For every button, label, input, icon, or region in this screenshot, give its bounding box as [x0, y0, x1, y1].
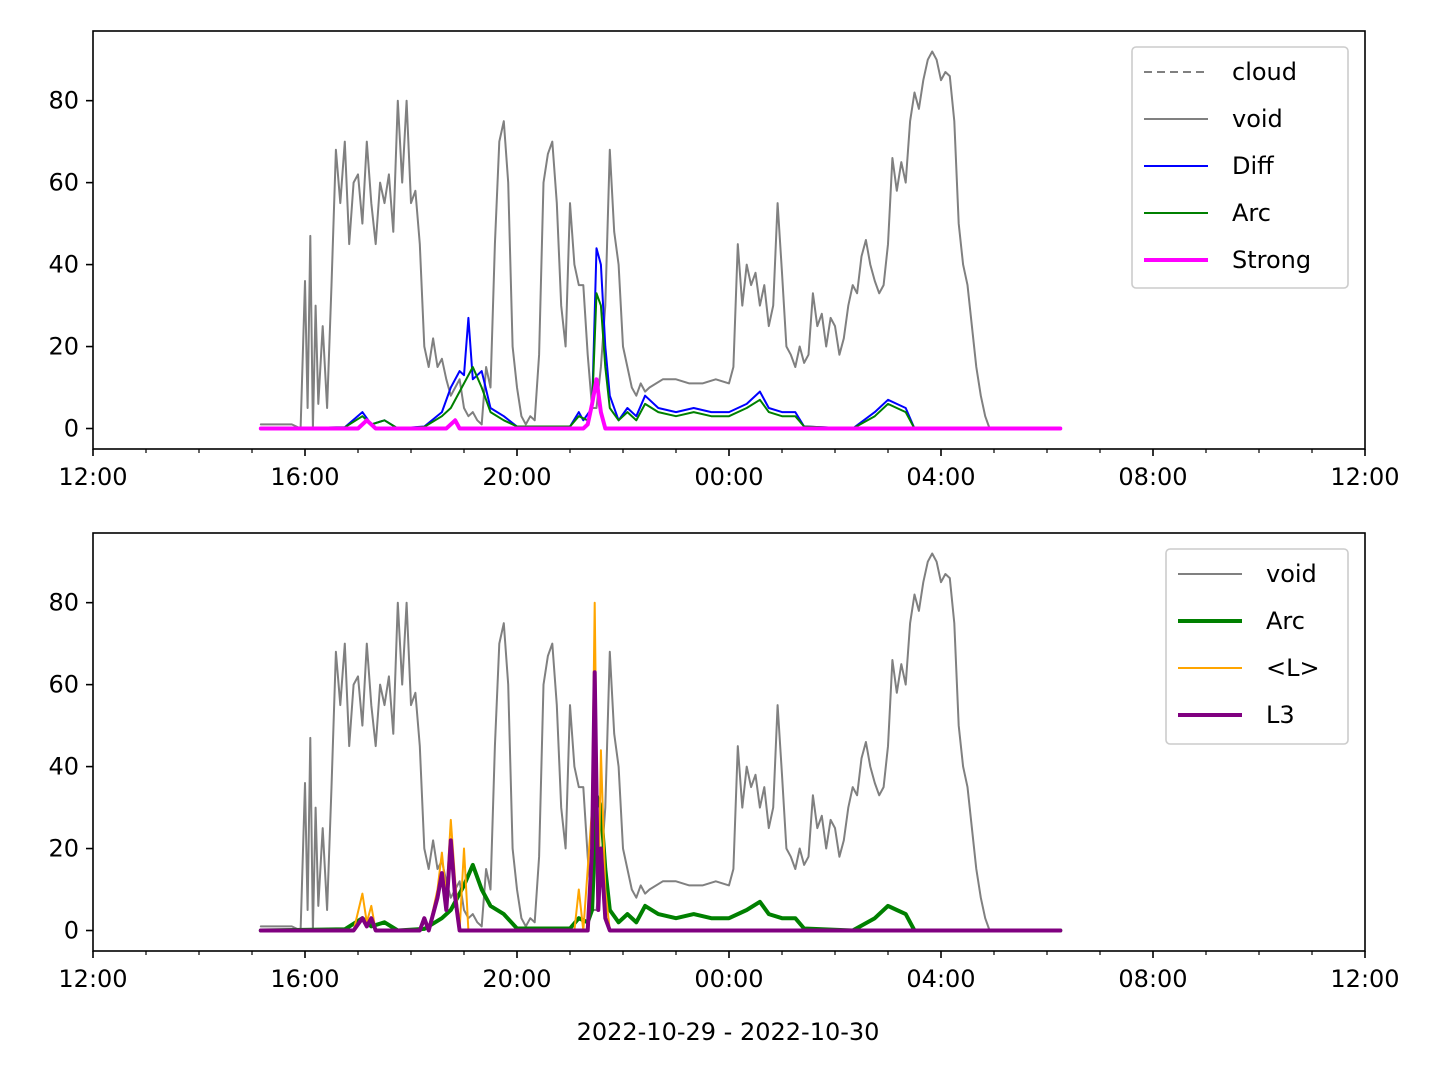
legend-label: <L>: [1266, 654, 1320, 682]
y-tick-label: 20: [48, 333, 79, 361]
legend-label: cloud: [1232, 58, 1297, 86]
top-panel: 0 20 40 60 80 12:00 16:00 20:00 00:00 04:00 08:00 1…: [48, 30, 1400, 491]
x-tick-label: 08:00: [1118, 463, 1187, 491]
legend-label: L3: [1266, 701, 1295, 729]
x-tick-label: 04:00: [906, 965, 975, 993]
legend-box: [1131, 46, 1349, 289]
y-tick-label: 0: [64, 917, 79, 945]
x-tick-label: 00:00: [694, 965, 763, 993]
series-line-void: [259, 552, 995, 932]
x-tick-label: 20:00: [482, 965, 551, 993]
y-tick-label: 20: [48, 835, 79, 863]
series-line-strong: [258, 377, 1063, 431]
series-line-arc: [258, 793, 1063, 933]
y-tick-label: 60: [48, 671, 79, 699]
x-tick-label: 12:00: [1330, 965, 1399, 993]
x-tick-label: 12:00: [1330, 463, 1399, 491]
series-line-void: [259, 50, 995, 430]
y-tick-label: 80: [48, 87, 79, 115]
series-line-arc: [259, 292, 1062, 430]
legend-label: Diff: [1232, 152, 1274, 180]
legend-box: [1165, 548, 1349, 745]
bottom-panel: 0 20 40 60 80 12:00 16:00 20:00 00:00 04:00 08:00 1…: [48, 532, 1400, 993]
series-line-l3: [258, 670, 1063, 933]
x-tick-label: 12:00: [58, 463, 127, 491]
x-axis-label: 2022-10-29 - 2022-10-30: [577, 1018, 880, 1046]
x-tick-label: 12:00: [58, 965, 127, 993]
legend-label: Arc: [1266, 607, 1305, 635]
legend-label: Strong: [1232, 246, 1311, 274]
y-tick-label: 0: [64, 415, 79, 443]
x-tick-label: 16:00: [270, 463, 339, 491]
y-tick-label: 40: [48, 753, 79, 781]
legend-label: void: [1232, 105, 1283, 133]
legend-label: Arc: [1232, 199, 1271, 227]
x-tick-label: 16:00: [270, 965, 339, 993]
x-tick-label: 08:00: [1118, 965, 1187, 993]
x-tick-label: 00:00: [694, 463, 763, 491]
x-tick-label: 20:00: [482, 463, 551, 491]
series-line-diff: [259, 247, 1062, 430]
y-tick-label: 80: [48, 589, 79, 617]
x-tick-label: 04:00: [906, 463, 975, 491]
y-tick-label: 40: [48, 251, 79, 279]
y-tick-label: 60: [48, 169, 79, 197]
legend-label: void: [1266, 560, 1317, 588]
